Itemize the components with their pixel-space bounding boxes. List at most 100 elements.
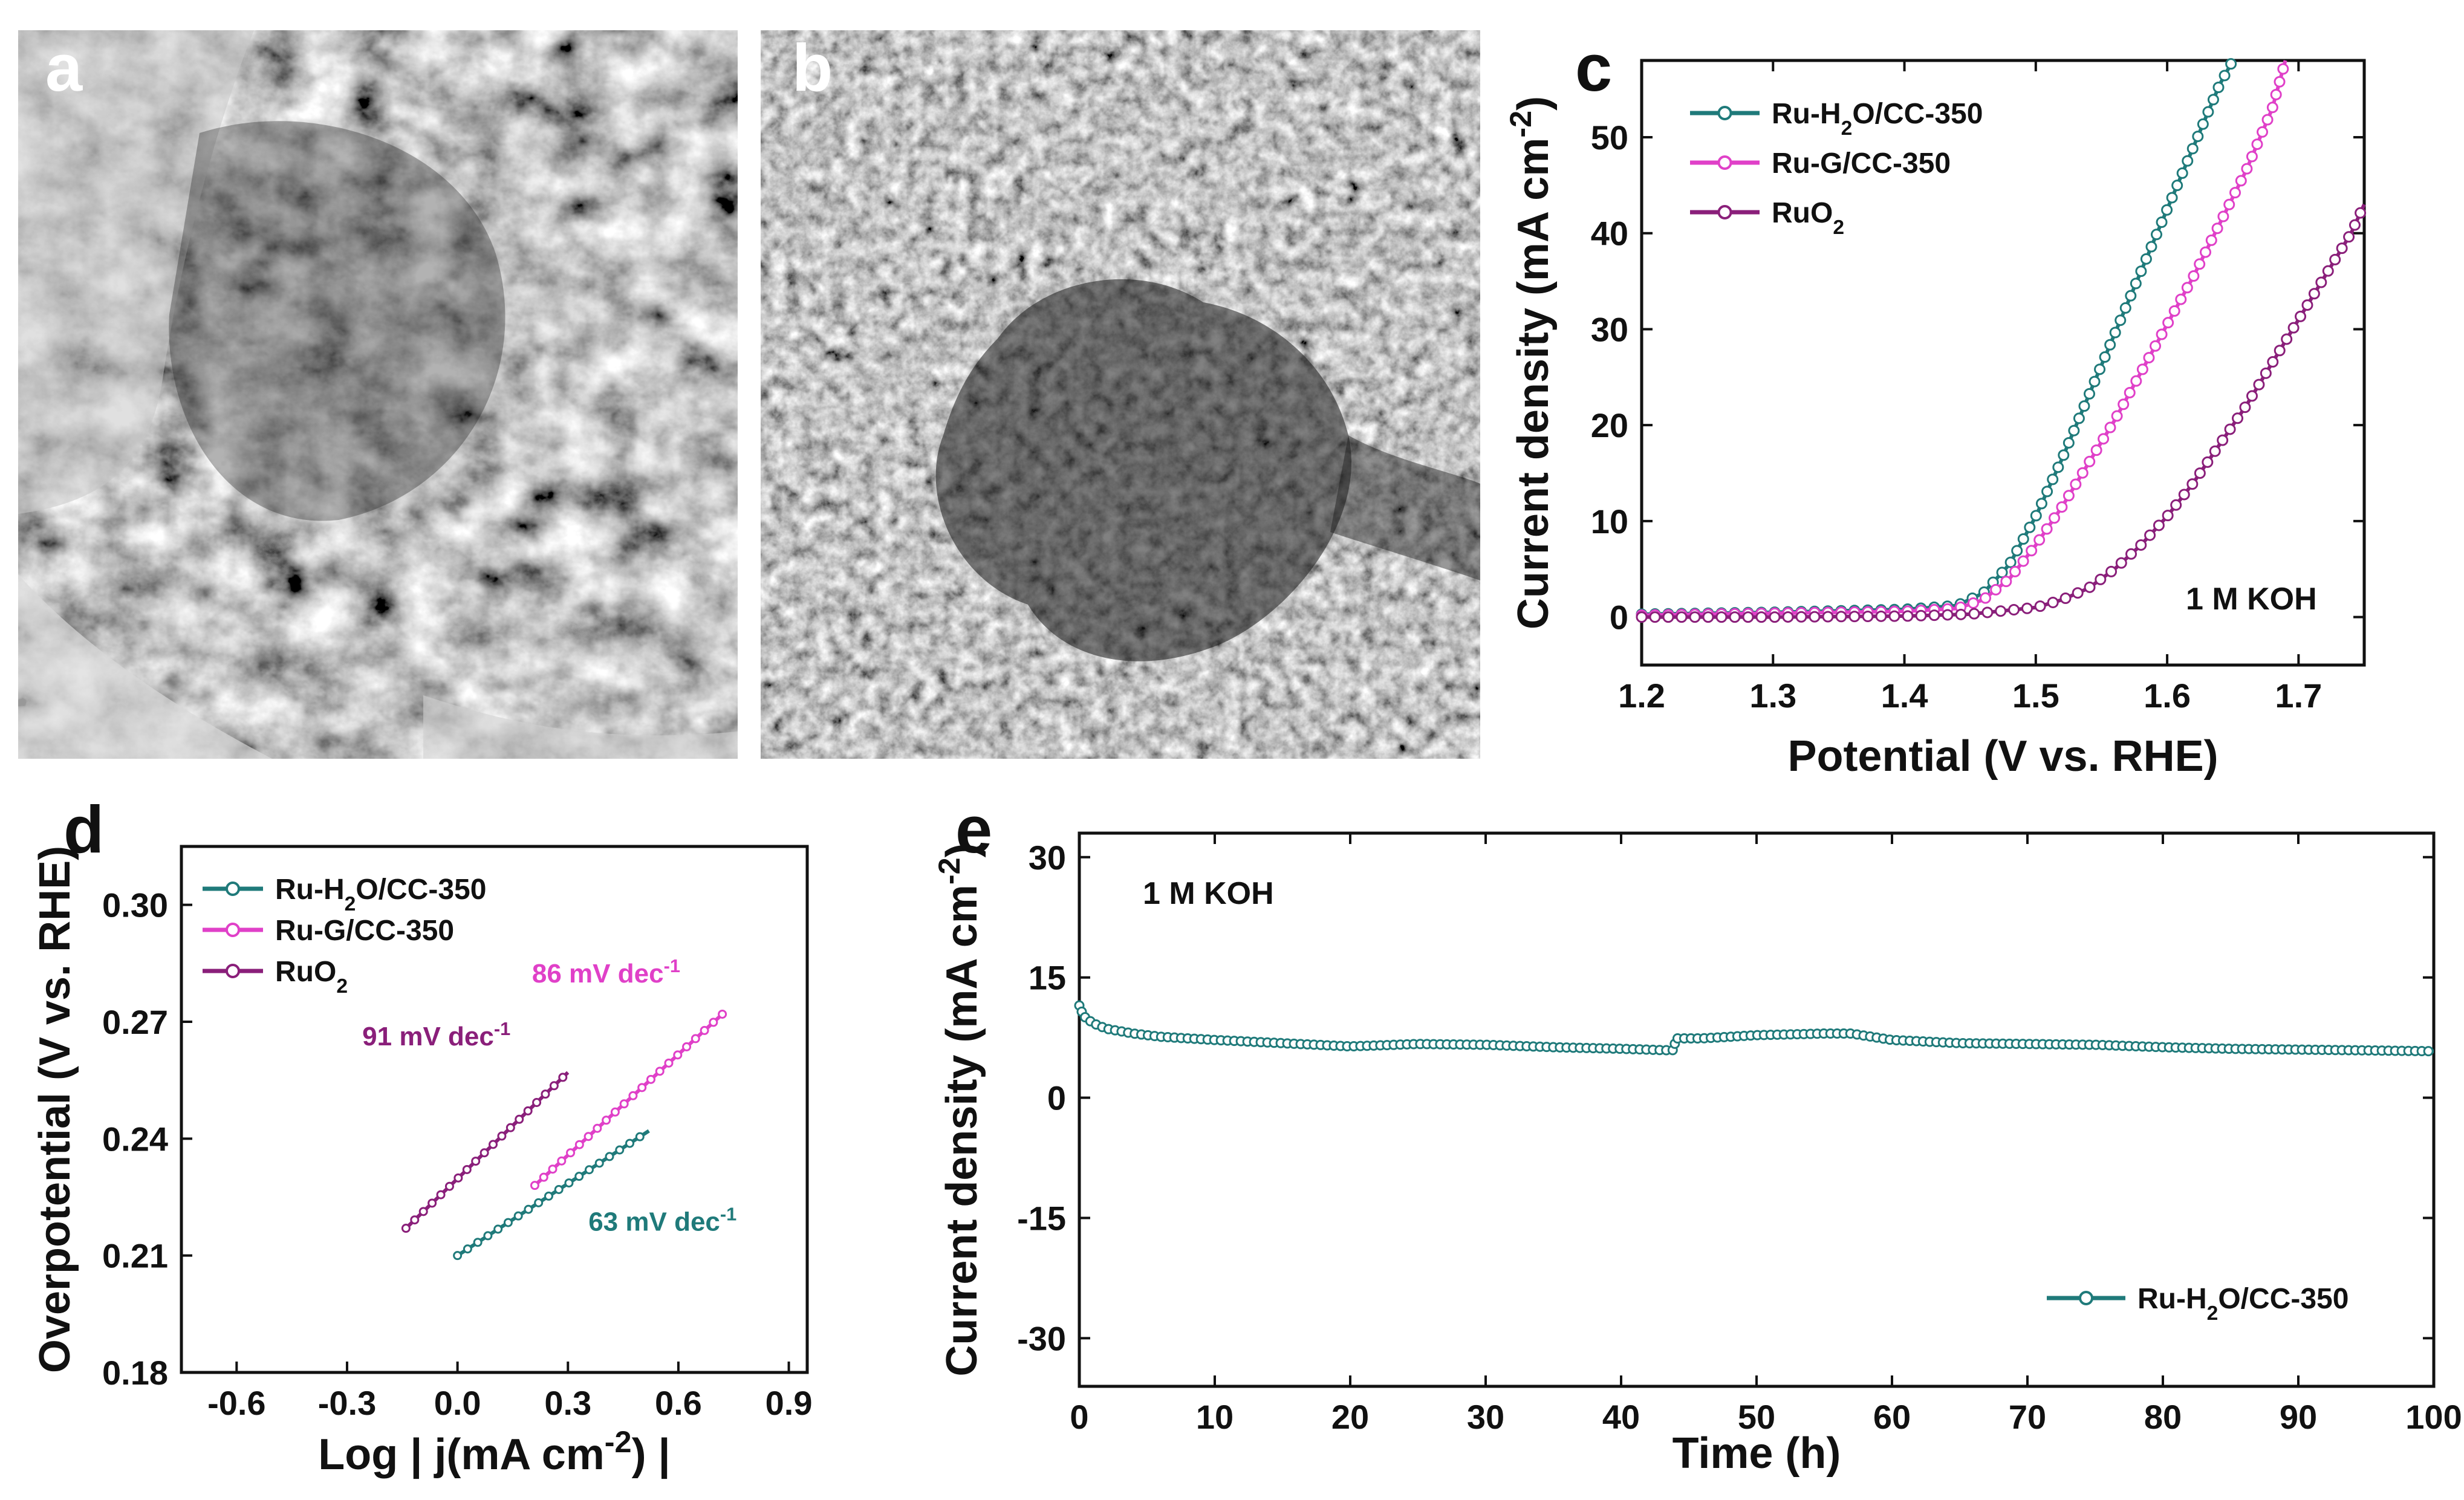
data-point	[594, 1158, 604, 1168]
y-tick-label: 0.30	[102, 886, 168, 924]
data-point	[1782, 611, 1794, 623]
data-point	[2274, 345, 2286, 357]
data-point	[2135, 539, 2147, 551]
legend-item-ruo2: RuO2	[1690, 197, 1844, 239]
y-tick-label: 15	[1029, 959, 1066, 997]
x-tick-label: 50	[1738, 1398, 1775, 1436]
data-point	[503, 1218, 513, 1227]
data-point	[2017, 533, 2029, 545]
x-tick-label: 80	[2144, 1398, 2182, 1436]
legend-item-ru-h2o-cc-350: Ru-H2O/CC-350	[203, 874, 486, 915]
data-point	[2011, 545, 2023, 557]
data-point	[549, 1081, 559, 1091]
y-tick-label: 50	[1591, 119, 1628, 157]
x-tick-label: 1.7	[2275, 677, 2322, 715]
data-point	[574, 1140, 584, 1149]
y-tick-label: 40	[1591, 215, 1628, 253]
y-tick-label: 10	[1591, 502, 1628, 541]
data-point	[700, 1025, 709, 1035]
data-point	[1715, 611, 1728, 623]
data-point	[625, 1138, 635, 1148]
data-point	[2076, 467, 2089, 479]
data-point	[2124, 386, 2136, 398]
data-point	[2090, 444, 2102, 456]
data-point	[2119, 302, 2131, 314]
data-point	[1662, 611, 1674, 623]
panel-a-letter: a	[45, 31, 83, 105]
data-point	[2251, 138, 2263, 151]
data-point	[566, 1148, 576, 1158]
legend-label: Ru-G/CC-350	[275, 915, 454, 947]
y-tick-label: -30	[1017, 1319, 1066, 1357]
series-line	[1641, 59, 2235, 616]
legend-marker	[226, 923, 240, 937]
x-tick-label: 1.3	[1749, 677, 1796, 715]
data-point	[462, 1164, 472, 1174]
data-point	[2143, 352, 2155, 364]
x-tick-label: -0.3	[318, 1384, 377, 1422]
data-point	[2176, 167, 2188, 179]
data-point	[1990, 583, 2002, 596]
x-tick-label: 1.5	[2012, 677, 2059, 715]
data-point	[2047, 596, 2059, 608]
data-point	[2246, 151, 2258, 163]
data-point	[1676, 611, 1688, 623]
data-point	[2277, 63, 2289, 75]
legend-marker	[226, 881, 240, 896]
legend-label: Ru-G/CC-350	[1772, 148, 1951, 180]
data-point	[2329, 253, 2341, 265]
plot-frame	[180, 845, 809, 1374]
data-point	[1649, 611, 1661, 623]
data-point	[2224, 423, 2236, 435]
legend-label: Ru-H2O/CC-350	[275, 874, 486, 915]
data-point	[635, 1132, 645, 1141]
data-point	[2209, 445, 2221, 457]
data-point	[2130, 375, 2142, 387]
x-tick-label: 40	[1602, 1398, 1640, 1436]
data-point	[2056, 501, 2068, 513]
y-tick-label: 0.18	[102, 1354, 168, 1392]
panel-c-letter: c	[1575, 31, 1612, 105]
data-point	[505, 1123, 515, 1132]
data-point	[1755, 611, 1767, 623]
data-point	[2072, 587, 2084, 599]
data-point	[539, 1172, 548, 1182]
data-point	[2115, 314, 2127, 326]
data-point	[2281, 333, 2293, 345]
x-tick-label: 0.6	[655, 1384, 702, 1422]
data-point	[2225, 58, 2237, 70]
data-point	[2035, 498, 2047, 510]
data-point	[2156, 328, 2168, 340]
data-point	[2197, 118, 2209, 130]
data-point	[2274, 76, 2286, 88]
data-point	[1689, 611, 1701, 623]
data-point	[1915, 609, 1927, 622]
y-tick-label: 0	[1047, 1079, 1066, 1117]
data-point	[2084, 455, 2096, 467]
series-ruo2	[1636, 203, 2367, 623]
data-point	[1848, 611, 1861, 623]
data-point	[2024, 521, 2036, 533]
data-point	[2041, 523, 2053, 535]
y-axis-label: Current density (mA cm-2)	[1503, 96, 1558, 629]
data-point	[2145, 241, 2157, 253]
data-point	[557, 1156, 567, 1166]
x-axis-label: Potential (V vs. RHE)	[1787, 732, 2218, 781]
data-point	[554, 1185, 564, 1195]
data-point	[2083, 388, 2095, 400]
data-point	[2070, 478, 2082, 490]
data-point	[2257, 126, 2269, 138]
data-point	[619, 1099, 629, 1109]
data-point	[2068, 424, 2080, 437]
data-point	[2125, 290, 2137, 302]
data-point	[530, 1181, 539, 1190]
data-point	[483, 1231, 493, 1241]
data-point	[2084, 581, 2096, 593]
data-point	[2253, 378, 2265, 391]
panel-b-image	[761, 30, 1480, 759]
data-point	[2047, 473, 2059, 485]
data-point	[2229, 187, 2241, 199]
data-point	[2266, 102, 2278, 114]
data-point	[2115, 557, 2127, 569]
data-point	[2136, 363, 2148, 375]
